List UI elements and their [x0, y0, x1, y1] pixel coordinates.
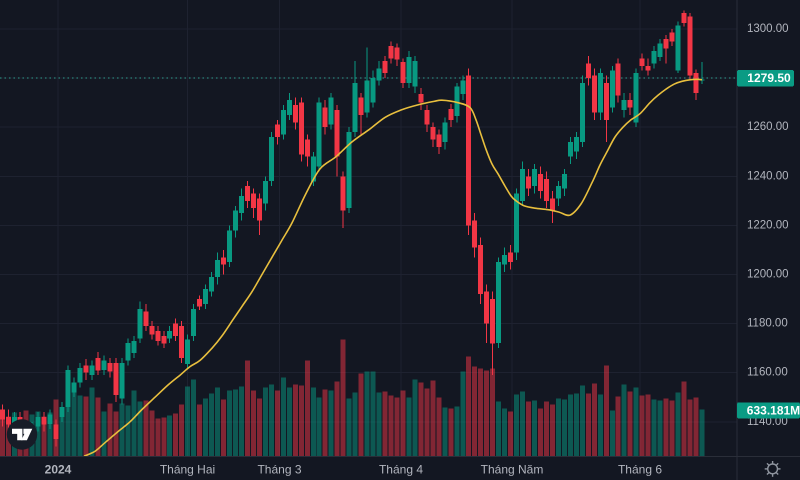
svg-text:1279.50: 1279.50	[747, 71, 791, 85]
svg-text:1260.00: 1260.00	[747, 121, 789, 133]
svg-text:Tháng 3: Tháng 3	[257, 463, 301, 477]
svg-text:1140.00: 1140.00	[747, 416, 788, 428]
svg-text:Tháng Năm: Tháng Năm	[481, 463, 544, 477]
svg-text:1200.00: 1200.00	[747, 269, 789, 281]
svg-text:1240.00: 1240.00	[747, 170, 789, 182]
svg-text:1300.00: 1300.00	[747, 23, 789, 35]
svg-text:2024: 2024	[45, 463, 72, 477]
svg-text:Tháng Hai: Tháng Hai	[160, 463, 215, 477]
svg-text:Tháng 4: Tháng 4	[379, 463, 423, 477]
svg-text:1220.00: 1220.00	[747, 219, 789, 231]
svg-text:Tháng 6: Tháng 6	[618, 463, 662, 477]
svg-text:1160.00: 1160.00	[747, 367, 788, 379]
svg-text:633.181M: 633.181M	[747, 404, 800, 418]
svg-text:1180.00: 1180.00	[747, 318, 788, 330]
